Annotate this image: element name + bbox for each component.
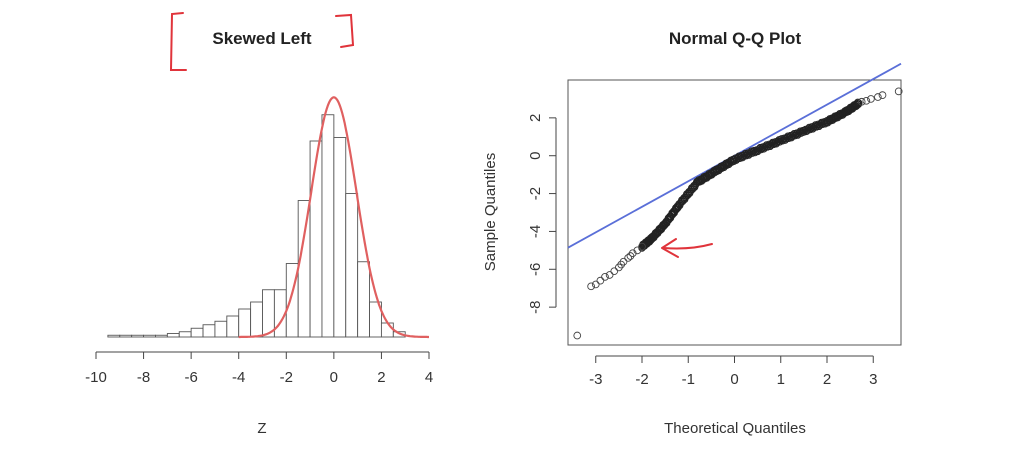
histogram-bar: [309, 140, 323, 338]
histogram-bar: [250, 301, 263, 338]
qq-y-tick-label: -2: [527, 187, 544, 200]
qq-point: [587, 282, 595, 291]
histogram-tick-label: -2: [280, 369, 293, 386]
qq-point: [596, 276, 605, 285]
qq-point: [857, 97, 866, 106]
qq-x-tick-label: -1: [682, 371, 695, 388]
histogram-tick-label: -4: [232, 369, 245, 386]
histogram-bar: [321, 114, 335, 338]
qq-point: [601, 273, 609, 281]
histogram-bar: [155, 334, 168, 338]
qq-reference-line-segment: [567, 62, 902, 249]
qq-plot-chart: Normal Q-Q Plot -3 -2 -1 0 1 2 3 2 0 -2 -4 -6 -8 Th…: [482, 29, 903, 437]
histogram-tick-label: -10: [85, 369, 107, 386]
histogram-bar: [380, 322, 394, 338]
histogram-chart: Skewed Left -10 -8 -6 -4 -2 0 2 4 Z: [85, 29, 433, 437]
qq-x-label: Theoretical Quantiles: [664, 420, 806, 437]
qq-y-tick-label: 2: [527, 114, 544, 122]
qq-plot-title: Normal Q-Q Plot: [669, 29, 802, 48]
qq-point: [619, 257, 628, 266]
histogram-bar: [166, 333, 180, 338]
qq-point: [874, 93, 882, 101]
histogram-tick-label: -6: [184, 369, 197, 386]
qq-point: [638, 242, 646, 251]
histogram-bar: [369, 301, 382, 338]
histogram-bar: [107, 334, 121, 338]
qq-point: [633, 246, 642, 255]
qq-reference-line: [567, 62, 902, 249]
histogram-bar: [345, 193, 359, 338]
histogram-tick-label: 2: [377, 369, 385, 386]
histogram-bar: [143, 334, 156, 338]
histogram-bar: [333, 137, 347, 338]
qq-y-tick-label: -4: [527, 225, 544, 238]
qq-point: [610, 267, 619, 276]
histogram-bar: [178, 331, 192, 338]
qq-y-tick-label: -8: [527, 300, 544, 313]
histogram-tick-label: 0: [330, 369, 338, 386]
qq-y-label: Sample Quantiles: [482, 153, 499, 271]
histogram-bar: [190, 327, 204, 338]
qq-plot-frame: [567, 79, 902, 346]
histogram-bar: [131, 334, 145, 338]
histogram-bar: [238, 308, 252, 338]
qq-points: [573, 87, 903, 340]
histogram-x-label: Z: [257, 420, 266, 437]
histogram-bar: [119, 334, 133, 338]
qq-point: [867, 95, 875, 103]
qq-x-tick-label: 0: [730, 371, 738, 388]
histogram-title: Skewed Left: [212, 29, 312, 48]
qq-x-tick-label: 2: [823, 371, 831, 388]
qq-point: [862, 96, 871, 105]
histogram-bar: [297, 200, 311, 338]
qq-x-tick-label: -2: [635, 371, 648, 388]
histogram-bar: [214, 320, 228, 338]
histogram-bar: [226, 315, 240, 338]
qq-point: [573, 331, 582, 340]
right-bracket-annotation: [335, 13, 355, 48]
handdrawn-annotations: [169, 12, 713, 258]
histogram-bar: [357, 261, 370, 338]
qq-y-tick-label: 0: [527, 152, 544, 160]
qq-x-axis: -3 -2 -1 0 1 2 3: [589, 355, 877, 388]
histogram-bars: [107, 114, 406, 338]
qq-point: [878, 91, 887, 99]
left-bracket-annotation: [169, 12, 187, 71]
histogram-bar: [202, 324, 216, 338]
qq-y-tick-label: -6: [527, 263, 544, 276]
qq-x-tick-label: 1: [777, 371, 785, 388]
density-curve: [238, 96, 429, 339]
qq-point: [591, 280, 600, 289]
qq-point: [894, 87, 903, 96]
qq-point: [605, 271, 614, 279]
histogram-tick-label: -8: [137, 369, 150, 386]
qq-x-tick-label: -3: [589, 371, 602, 388]
histogram-x-axis: -10 -8 -6 -4 -2 0 2 4: [85, 351, 433, 386]
histogram-tick-label: 4: [425, 369, 433, 386]
qq-point: [624, 254, 632, 262]
qq-y-axis: 2 0 -2 -4 -6 -8: [527, 114, 557, 314]
qq-x-tick-label: 3: [869, 371, 877, 388]
arrow-annotation: [661, 238, 713, 258]
